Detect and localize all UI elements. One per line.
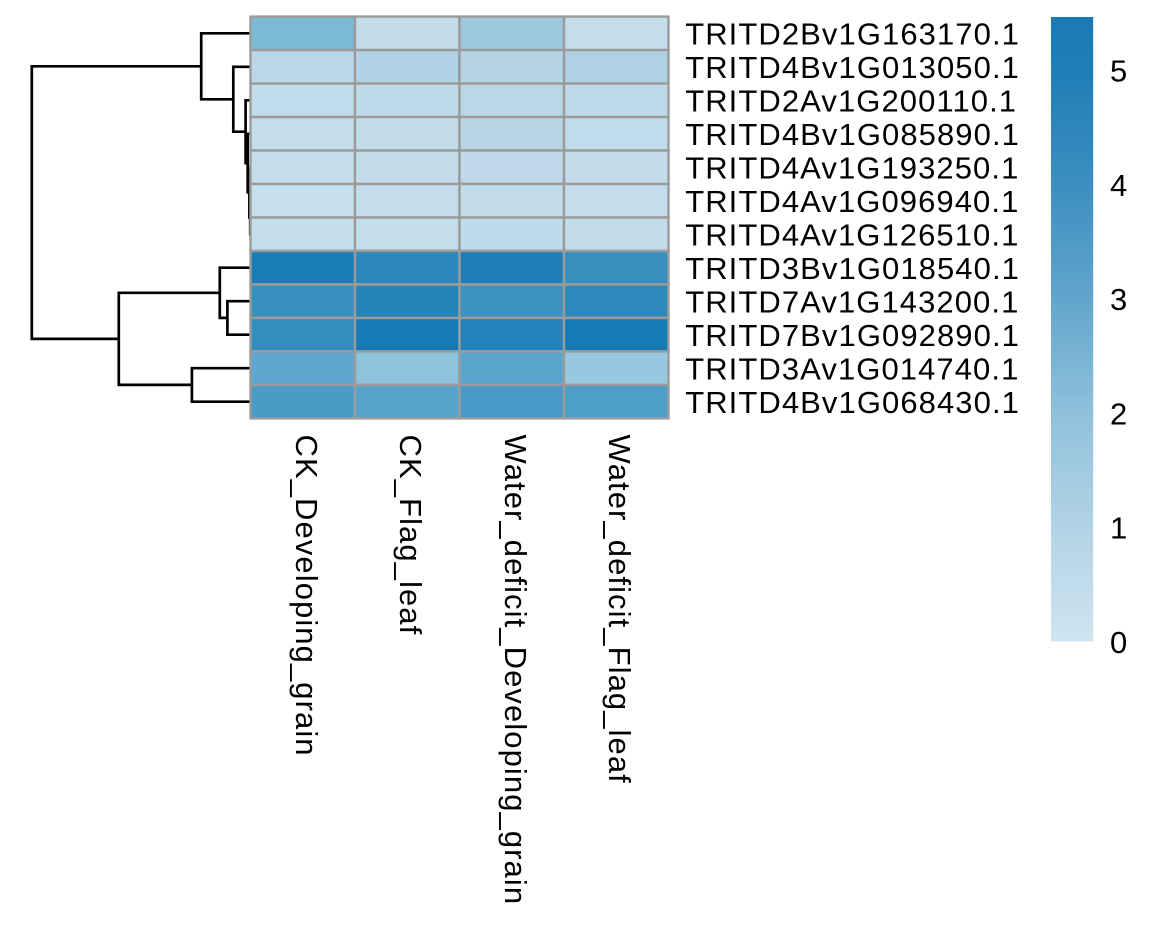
svg-text:3: 3 [1110, 282, 1127, 317]
svg-text:TRITD2Bv1G163170.1: TRITD2Bv1G163170.1 [685, 17, 1020, 52]
svg-text:Water_deficit_Flag_leaf: Water_deficit_Flag_leaf [602, 435, 637, 784]
svg-text:TRITD4Bv1G013050.1: TRITD4Bv1G013050.1 [685, 50, 1020, 85]
svg-text:TRITD4Av1G096940.1: TRITD4Av1G096940.1 [685, 184, 1019, 219]
svg-text:1: 1 [1110, 511, 1127, 546]
svg-text:0: 0 [1110, 625, 1127, 660]
svg-text:TRITD4Av1G193250.1: TRITD4Av1G193250.1 [685, 151, 1019, 186]
svg-text:5: 5 [1110, 54, 1127, 89]
svg-text:TRITD3Bv1G018540.1: TRITD3Bv1G018540.1 [685, 251, 1020, 286]
svg-text:TRITD7Av1G143200.1: TRITD7Av1G143200.1 [685, 285, 1019, 320]
svg-text:TRITD7Bv1G092890.1: TRITD7Bv1G092890.1 [685, 318, 1020, 353]
svg-text:CK_Flag_leaf: CK_Flag_leaf [393, 435, 428, 636]
svg-text:CK_Developing_grain: CK_Developing_grain [289, 435, 324, 757]
svg-text:TRITD2Av1G200110.1: TRITD2Av1G200110.1 [685, 84, 1017, 119]
svg-text:TRITD4Bv1G085890.1: TRITD4Bv1G085890.1 [685, 117, 1020, 152]
svg-text:Water_deficit_Developing_grain: Water_deficit_Developing_grain [498, 435, 533, 906]
svg-text:TRITD3Av1G014740.1: TRITD3Av1G014740.1 [685, 352, 1019, 387]
svg-text:TRITD4Av1G126510.1: TRITD4Av1G126510.1 [685, 218, 1019, 253]
svg-text:2: 2 [1110, 396, 1127, 431]
svg-text:4: 4 [1110, 168, 1127, 203]
svg-text:TRITD4Bv1G068430.1: TRITD4Bv1G068430.1 [685, 385, 1020, 420]
